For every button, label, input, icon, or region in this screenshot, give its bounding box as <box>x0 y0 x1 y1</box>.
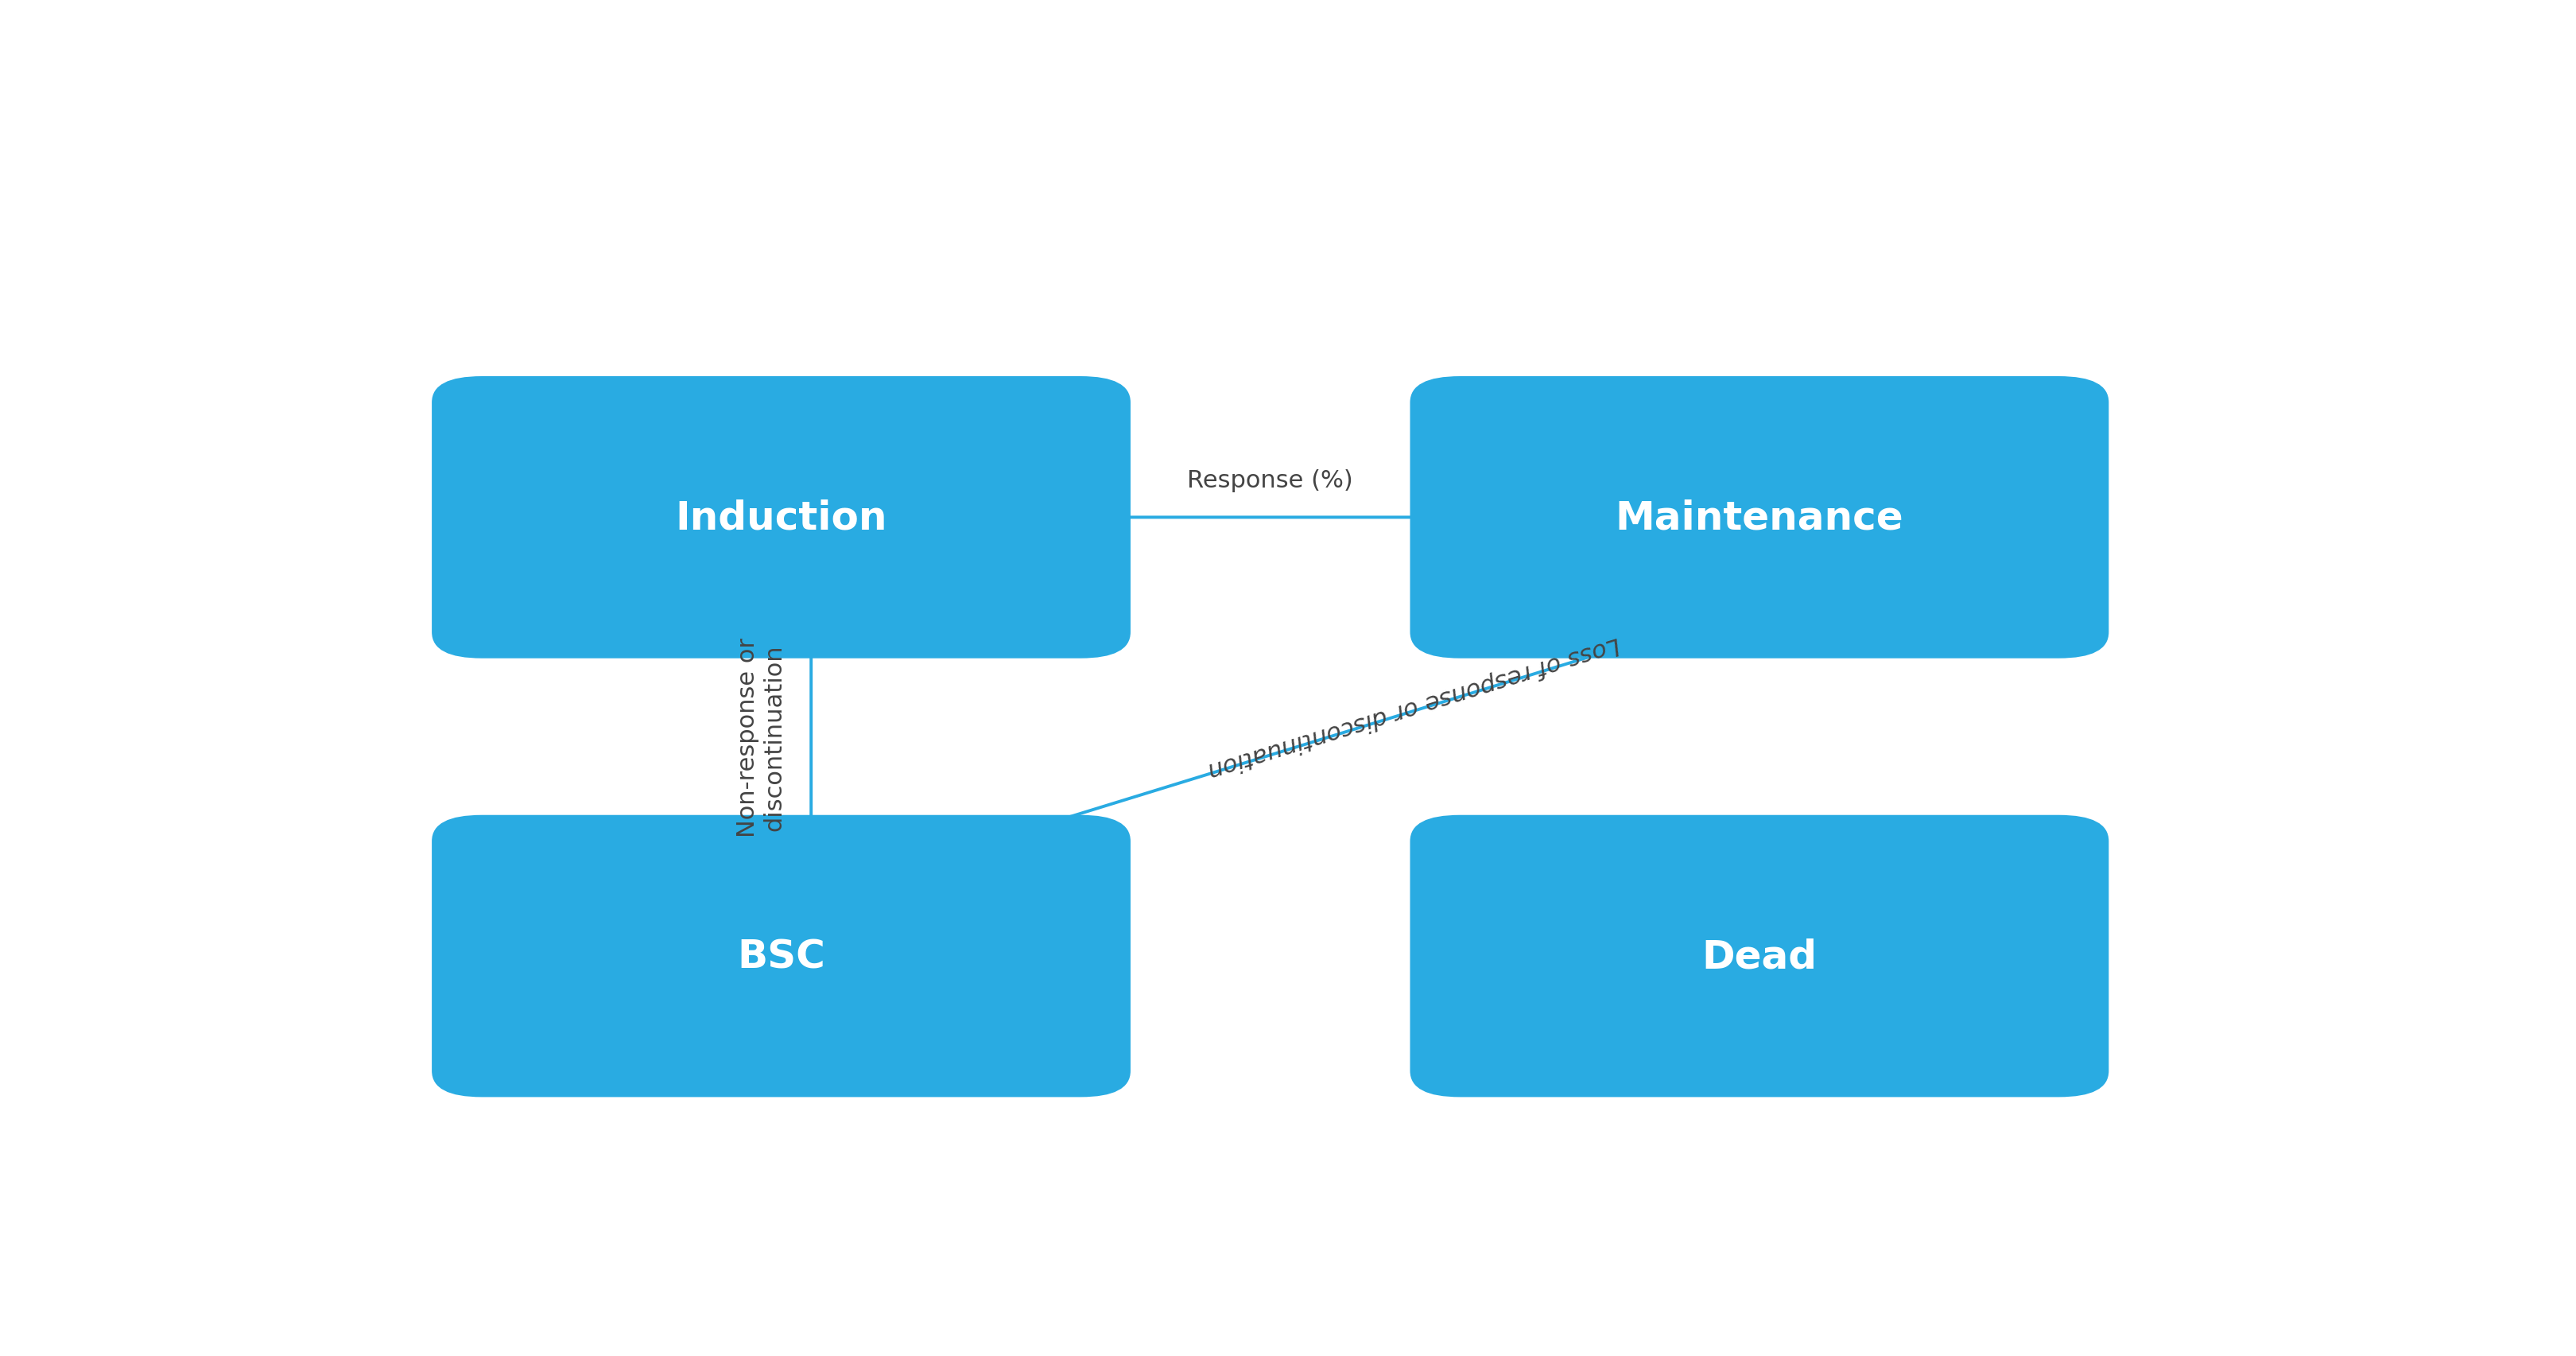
Text: Loss of response or discontinuation: Loss of response or discontinuation <box>1206 632 1623 781</box>
FancyBboxPatch shape <box>433 377 1131 659</box>
Text: Non-response or
discontinuation: Non-response or discontinuation <box>737 637 786 837</box>
FancyBboxPatch shape <box>1409 815 2110 1097</box>
Text: Maintenance: Maintenance <box>1615 499 1904 537</box>
FancyBboxPatch shape <box>433 815 1131 1097</box>
Text: BSC: BSC <box>737 937 824 975</box>
Text: Induction: Induction <box>675 499 886 537</box>
Text: Response (%): Response (%) <box>1188 469 1352 492</box>
FancyBboxPatch shape <box>1409 377 2110 659</box>
Text: Dead: Dead <box>1703 937 1816 975</box>
